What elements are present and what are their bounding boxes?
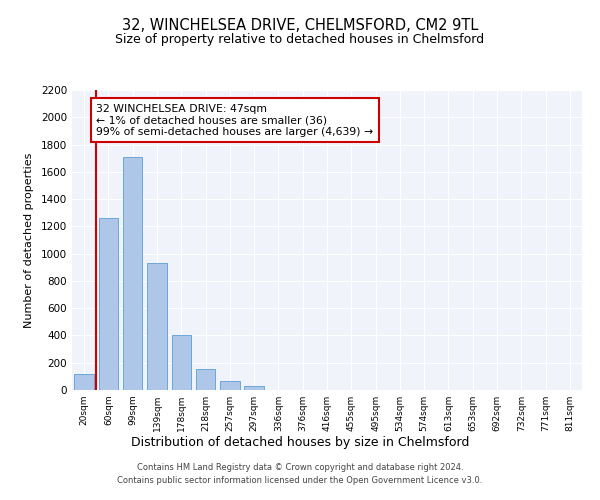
Text: Size of property relative to detached houses in Chelmsford: Size of property relative to detached ho… bbox=[115, 32, 485, 46]
Bar bbox=[123, 157, 142, 390]
Text: 32, WINCHELSEA DRIVE, CHELMSFORD, CM2 9TL: 32, WINCHELSEA DRIVE, CHELMSFORD, CM2 9T… bbox=[122, 18, 478, 32]
Bar bbox=[196, 369, 215, 390]
Y-axis label: Number of detached properties: Number of detached properties bbox=[24, 152, 34, 328]
Bar bbox=[244, 386, 264, 390]
Bar bbox=[74, 374, 94, 390]
Text: Contains HM Land Registry data © Crown copyright and database right 2024.: Contains HM Land Registry data © Crown c… bbox=[137, 464, 463, 472]
Text: Contains public sector information licensed under the Open Government Licence v3: Contains public sector information licen… bbox=[118, 476, 482, 485]
Text: Distribution of detached houses by size in Chelmsford: Distribution of detached houses by size … bbox=[131, 436, 469, 449]
Bar bbox=[147, 262, 167, 390]
Bar bbox=[172, 335, 191, 390]
Text: 32 WINCHELSEA DRIVE: 47sqm
← 1% of detached houses are smaller (36)
99% of semi-: 32 WINCHELSEA DRIVE: 47sqm ← 1% of detac… bbox=[96, 104, 373, 137]
Bar bbox=[99, 218, 118, 390]
Bar bbox=[220, 380, 239, 390]
